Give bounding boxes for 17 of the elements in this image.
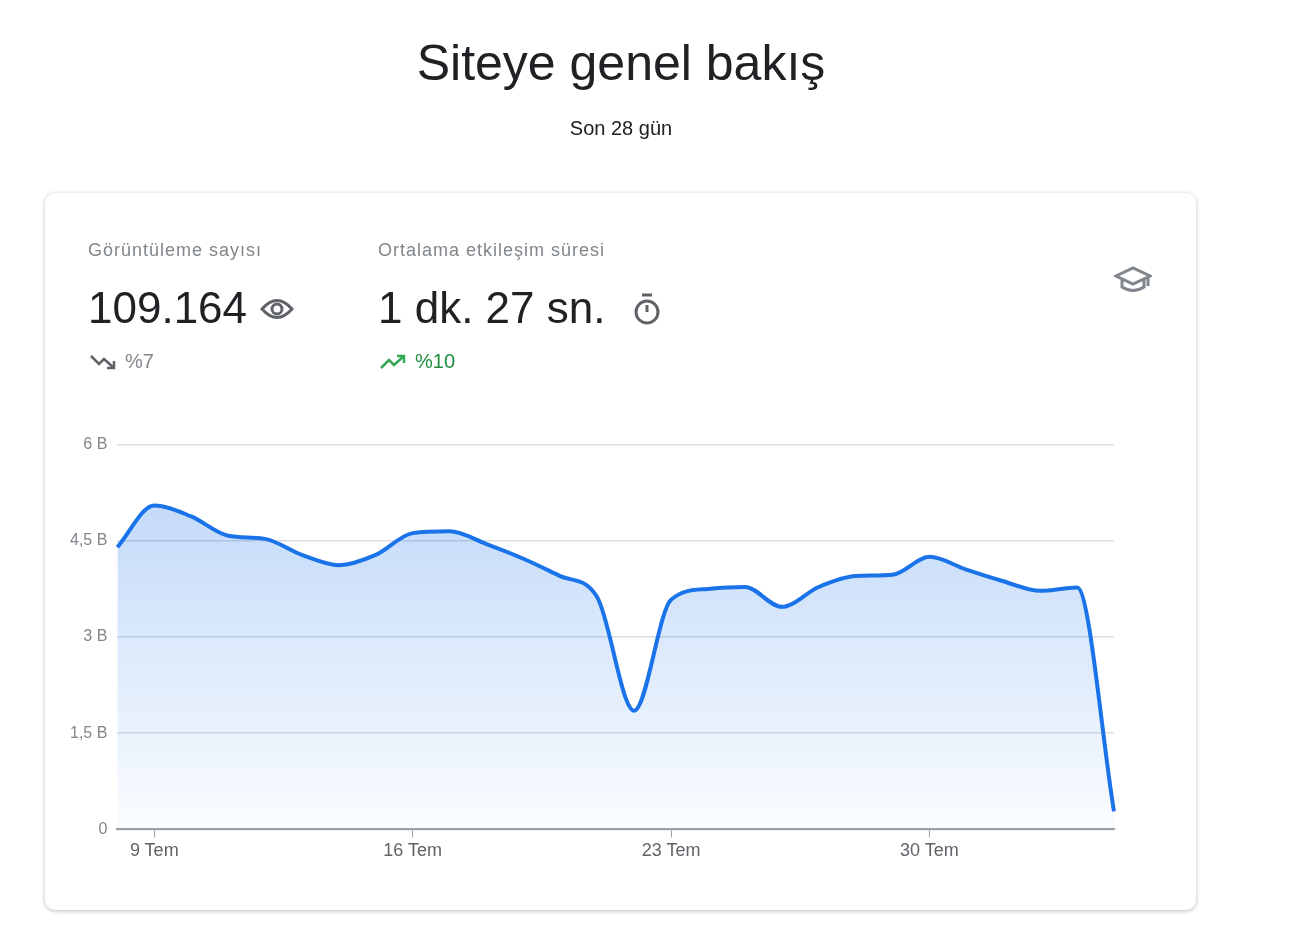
text: %7 (125, 350, 154, 373)
chart-subtitle: Son 28 gün (568, 117, 674, 140)
x-tick-label: 16 Tem (383, 840, 443, 861)
y-tick-label: 1,5 B (70, 723, 108, 741)
y-tick-label: 6 B (83, 435, 108, 453)
x-tick-label: 9 Tem (129, 840, 179, 861)
y-tick-label: 4,5 B (70, 531, 108, 549)
y-tick-label: 3 B (83, 627, 108, 645)
y-tick-label: 0 (98, 819, 108, 837)
chart-title: Siteye genel bakış (415, 34, 827, 92)
text: 109.164 (88, 283, 248, 333)
x-tick-label: 30 Tem (900, 840, 959, 861)
text: 1 dk. 27 sn. (378, 283, 606, 333)
text: %10 (415, 350, 456, 373)
text: Ortalama etkileşim süresi (378, 240, 606, 261)
text: Görüntüleme sayısı (88, 240, 263, 261)
x-tick-label: 23 Tem (641, 840, 701, 861)
